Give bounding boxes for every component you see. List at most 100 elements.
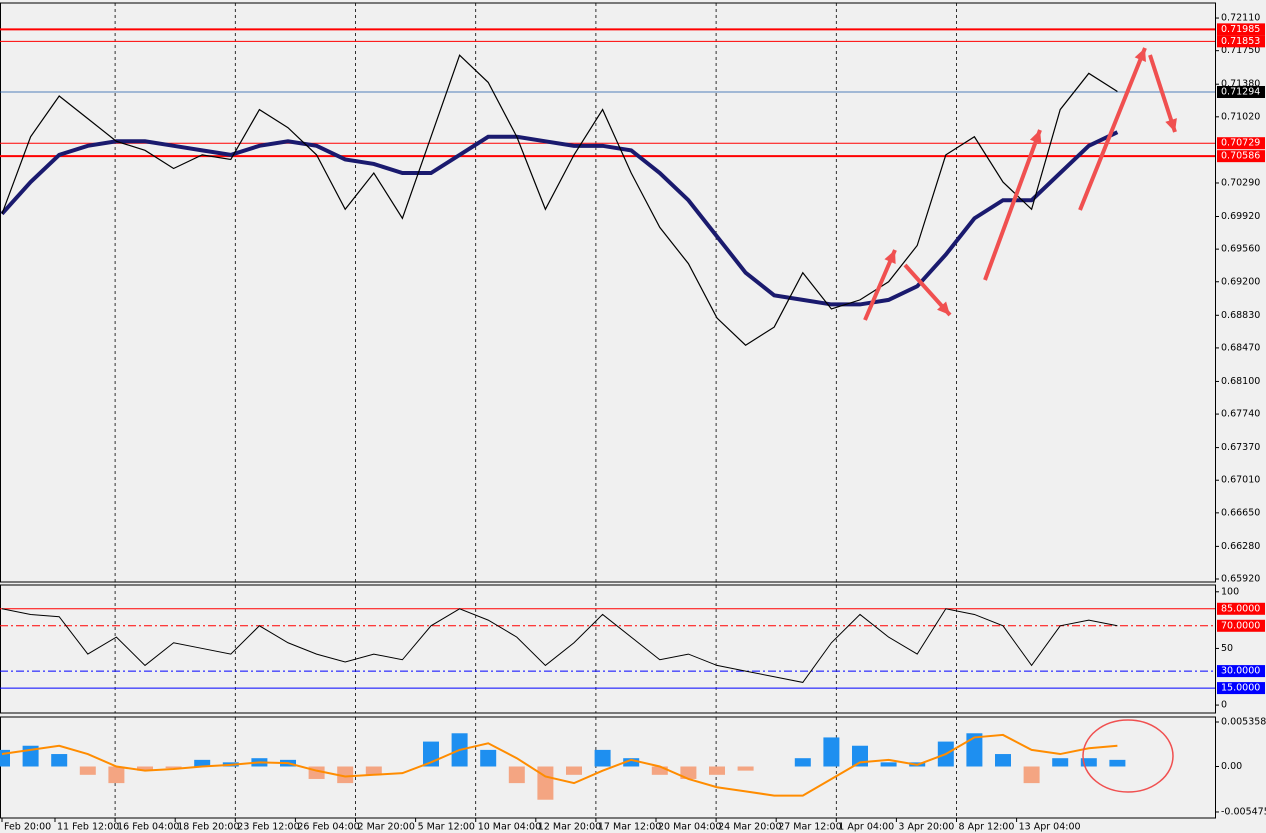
y-tick-label: 0.71750: [1221, 45, 1260, 56]
annotation-arrowhead: [884, 250, 896, 264]
y-tick-label: 0.70290: [1221, 177, 1260, 188]
histogram-bar: [623, 758, 640, 767]
histogram-bar: [508, 766, 525, 784]
annotation-arrowhead: [1165, 118, 1177, 132]
histogram-bar: [537, 766, 554, 800]
last-price-label: 0.71294: [1221, 86, 1260, 97]
annotation-arrow: [1148, 54, 1177, 133]
x-tick-label: 11 Feb 12:00: [57, 822, 119, 833]
level-label: 0.71853: [1221, 36, 1260, 47]
annotation-circle: [1082, 719, 1174, 793]
y-tick-label: 0.69560: [1221, 244, 1260, 255]
x-tick-label: Feb 20:00: [4, 822, 51, 833]
y-tick-label: -0.005475: [1221, 806, 1266, 817]
annotation-arrow: [863, 249, 897, 321]
histogram-bar: [365, 766, 382, 775]
x-tick-label: 10 Mar 04:00: [478, 822, 541, 833]
panel-frame: [0, 2, 1216, 583]
y-tick-label: 0.67370: [1221, 442, 1260, 453]
annotation-arrowhead: [937, 301, 950, 315]
histogram-bar: [995, 754, 1011, 767]
histogram-bar: [1109, 759, 1126, 767]
level-label: 85.0000: [1221, 603, 1260, 614]
signal-line: [1, 733, 1118, 797]
y-tick-label: 0: [1221, 700, 1227, 711]
histogram-bar: [594, 749, 611, 767]
histogram-bar: [880, 762, 897, 767]
y-tick-label: 0.67010: [1221, 475, 1260, 486]
x-tick-label: 8 Apr 12:00: [959, 822, 1015, 833]
histogram-bar: [709, 766, 725, 775]
histogram-bar: [79, 766, 96, 775]
y-tick-label: 0.67740: [1221, 409, 1260, 420]
level-label-box: [1217, 150, 1265, 163]
x-tick-label: 23 Feb 12:00: [237, 822, 299, 833]
histogram-bar: [566, 766, 582, 775]
level-label-box: [1217, 35, 1265, 48]
level-label: 0.71985: [1221, 24, 1260, 35]
oscillator-line: [1, 608, 1118, 683]
histogram-bar: [680, 766, 697, 779]
histogram-bar: [0, 749, 10, 767]
x-tick-label: 20 Mar 04:00: [658, 822, 721, 833]
x-tick-label: 3 Apr 20:00: [898, 822, 954, 833]
y-tick-label: 0.66650: [1221, 507, 1260, 518]
y-tick-label: 0.71380: [1221, 79, 1260, 90]
histogram-bar: [737, 766, 754, 771]
last-price-box: [1217, 85, 1265, 98]
histogram-bar: [108, 766, 125, 784]
y-tick-label: 0.00: [1221, 761, 1242, 772]
y-tick-label: 0.71020: [1221, 111, 1260, 122]
histogram-bar: [1023, 766, 1040, 784]
level-label-box: [1217, 602, 1265, 615]
x-tick-label: 17 Mar 12:00: [598, 822, 661, 833]
x-tick-label: 27 Mar 12:00: [778, 822, 841, 833]
level-label-box: [1217, 682, 1265, 695]
y-tick-label: 0.65920: [1221, 574, 1260, 585]
y-tick-label: 0.005358: [1221, 717, 1266, 728]
level-label-box: [1217, 665, 1265, 678]
histogram-bar: [51, 754, 68, 767]
x-tick-label: 12 Mar 20:00: [538, 822, 601, 833]
y-tick-label: 0.68100: [1221, 376, 1260, 387]
y-tick-label: 0.68470: [1221, 342, 1260, 353]
x-tick-label: 18 Feb 20:00: [177, 822, 239, 833]
level-label-box: [1217, 619, 1265, 632]
price-line: [1, 54, 1118, 346]
level-label: 15.0000: [1221, 683, 1260, 694]
histogram-bar: [966, 733, 983, 767]
level-label: 70.0000: [1221, 620, 1260, 631]
histogram-bar: [480, 749, 497, 767]
y-tick-label: 0.68830: [1221, 310, 1260, 321]
level-label-box: [1217, 137, 1265, 150]
y-tick-label: 0.69200: [1221, 276, 1260, 287]
moving-average: [0, 130, 1119, 307]
annotation-arrowhead: [1029, 130, 1042, 144]
histogram-bar: [337, 766, 354, 784]
y-tick-label: 0.72110: [1221, 13, 1260, 24]
histogram-bar: [794, 758, 811, 767]
x-tick-label: 16 Feb 04:00: [117, 822, 179, 833]
histogram-bar: [165, 766, 182, 769]
panel-frame: [0, 584, 1216, 714]
y-tick-label: 100: [1221, 586, 1239, 597]
y-tick-label: 50: [1221, 643, 1233, 654]
x-tick-label: 13 Apr 04:00: [1019, 822, 1081, 833]
histogram-bar: [194, 759, 211, 767]
level-label-box: [1217, 23, 1265, 36]
histogram-bar: [1080, 758, 1097, 767]
panel-frame: [0, 716, 1216, 819]
histogram-bar: [137, 766, 153, 771]
level-label: 0.70729: [1221, 138, 1260, 149]
y-tick-label: 0.69920: [1221, 211, 1260, 222]
histogram-bar: [651, 766, 668, 775]
histogram-bar: [1052, 758, 1069, 767]
x-tick-label: 24 Mar 20:00: [718, 822, 781, 833]
x-tick-label: 2 Mar 20:00: [358, 822, 415, 833]
annotation-arrow: [983, 129, 1042, 281]
y-tick-label: 0.66280: [1221, 541, 1260, 552]
annotation-arrow: [1078, 47, 1147, 211]
level-label: 0.70586: [1221, 151, 1260, 162]
